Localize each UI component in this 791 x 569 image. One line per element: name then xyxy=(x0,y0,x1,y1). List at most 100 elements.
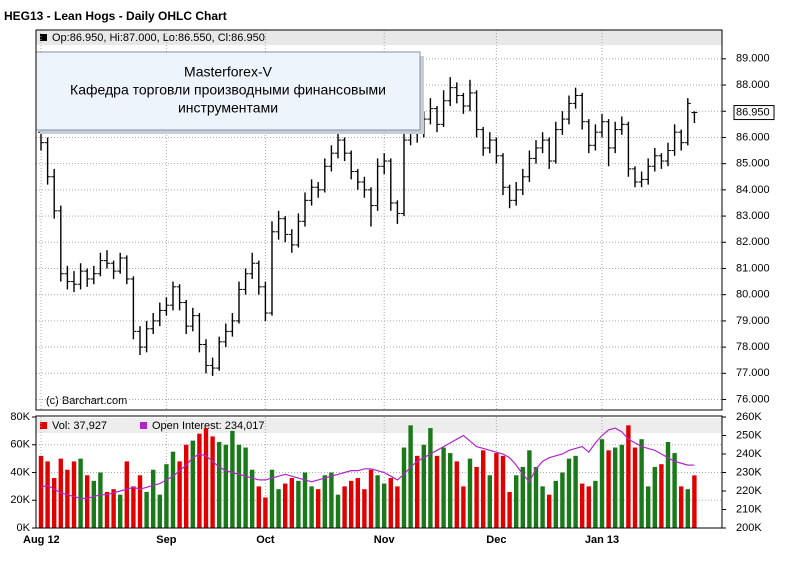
volume-bar xyxy=(283,483,288,528)
y-tick-label: 76.000 xyxy=(736,393,770,405)
volume-bar xyxy=(395,486,400,528)
price-frame xyxy=(35,29,723,411)
volume-bar xyxy=(613,447,618,528)
volume-bar xyxy=(454,461,459,528)
volume-bar xyxy=(540,486,545,528)
volume-bar xyxy=(131,486,136,528)
volume-bar xyxy=(580,483,585,528)
legend-swatch xyxy=(40,34,47,41)
volume-bar xyxy=(85,475,90,528)
x-tick-label: Sep xyxy=(156,534,176,546)
volume-bar xyxy=(632,447,638,528)
volume-bar xyxy=(45,461,50,528)
volume-bar xyxy=(243,447,248,528)
volume-bar xyxy=(527,450,532,528)
volume-bar xyxy=(606,450,611,528)
copyright: (c) Barchart.com xyxy=(46,395,127,407)
volume-bar xyxy=(296,480,301,528)
volume-bar xyxy=(448,453,453,528)
volume-bar xyxy=(177,461,182,528)
oi-line xyxy=(40,427,695,499)
y-tick-label: 60K xyxy=(10,439,30,451)
volume-bar xyxy=(157,494,162,528)
volume-bar xyxy=(461,486,466,528)
volume-bar xyxy=(263,497,268,528)
oi-legend: Open Interest: 234,017 xyxy=(152,420,265,432)
volume-bar xyxy=(421,444,426,528)
volume-bar xyxy=(573,455,578,528)
overlay-text: Кафедра торговли производными финансовым… xyxy=(70,82,386,98)
volume-bar xyxy=(250,469,255,528)
volume-bar xyxy=(164,464,169,528)
volume-bar xyxy=(52,478,57,528)
volume-bar xyxy=(467,458,473,528)
volume-bar xyxy=(547,494,552,528)
x-tick-label: Dec xyxy=(486,534,506,546)
y-tick-label: 79.000 xyxy=(736,315,770,327)
volume-bar xyxy=(520,466,525,528)
volume-bar xyxy=(38,455,44,528)
volume-bar xyxy=(672,453,677,528)
volume-bar xyxy=(78,458,83,528)
volume-bar xyxy=(349,480,354,528)
volume-bar xyxy=(679,486,684,528)
volume-bar xyxy=(553,480,558,528)
volume-bar xyxy=(474,466,479,528)
volume-bar xyxy=(514,475,519,528)
volume-bar xyxy=(144,491,149,528)
y-tick-label: 0K xyxy=(17,522,31,534)
volume-bar xyxy=(566,458,572,528)
volume-bar xyxy=(560,472,565,528)
volume-bar xyxy=(190,440,195,528)
volume-bar xyxy=(434,455,440,528)
volume-bar xyxy=(184,444,189,528)
volume-bar xyxy=(137,475,143,528)
y2-tick-label: 200K xyxy=(736,522,762,534)
volume-bar xyxy=(124,461,129,528)
volume-bar xyxy=(665,441,671,528)
volume-bar xyxy=(289,478,294,528)
last-price-box xyxy=(733,105,775,121)
overlay-text: инструментами xyxy=(178,100,278,116)
volume-bar xyxy=(481,450,486,528)
volume-bar xyxy=(494,453,499,528)
y-tick-label: 77.000 xyxy=(736,367,770,379)
volume-legend: Vol: 37,927 xyxy=(52,420,107,432)
legend-strip xyxy=(36,30,722,45)
oi-swatch xyxy=(140,422,147,429)
y-tick-label: 20K xyxy=(10,494,30,506)
x-tick-label: Aug 12 xyxy=(23,534,60,546)
volume-bar xyxy=(586,486,591,528)
volume-bar xyxy=(104,491,110,528)
volume-bar xyxy=(269,469,275,528)
volume-bar xyxy=(203,428,209,528)
volume-bar xyxy=(692,475,697,528)
volume-bar xyxy=(619,444,624,528)
volume-bar xyxy=(441,447,446,528)
y-tick-label: 80K xyxy=(10,411,30,423)
volume-bar xyxy=(362,489,367,528)
overlay-text: Masterforex-V xyxy=(184,64,273,80)
y2-tick-label: 230K xyxy=(736,466,762,478)
volume-bar xyxy=(487,475,492,528)
volume-bar xyxy=(639,439,644,528)
volume-bar xyxy=(236,444,242,528)
x-tick-label: Oct xyxy=(256,534,275,546)
x-tick-label: Nov xyxy=(374,534,396,546)
volume-bar xyxy=(342,486,347,528)
volume-bar xyxy=(71,461,77,528)
overlay-box xyxy=(35,51,421,131)
volume-bar xyxy=(217,441,222,528)
x-tick-label: Jan 13 xyxy=(585,534,619,546)
volume-bar xyxy=(408,425,413,528)
volume-bar xyxy=(223,444,228,528)
volume-bar xyxy=(388,478,393,528)
volume-bar xyxy=(302,472,308,528)
y2-tick-label: 240K xyxy=(736,448,762,460)
volume-bar xyxy=(646,486,651,528)
volume-bar xyxy=(382,483,387,528)
chart-title: HEG13 - Lean Hogs - Daily OHLC Chart xyxy=(4,9,227,23)
volume-bar xyxy=(335,494,341,528)
volume-bar xyxy=(65,469,70,528)
